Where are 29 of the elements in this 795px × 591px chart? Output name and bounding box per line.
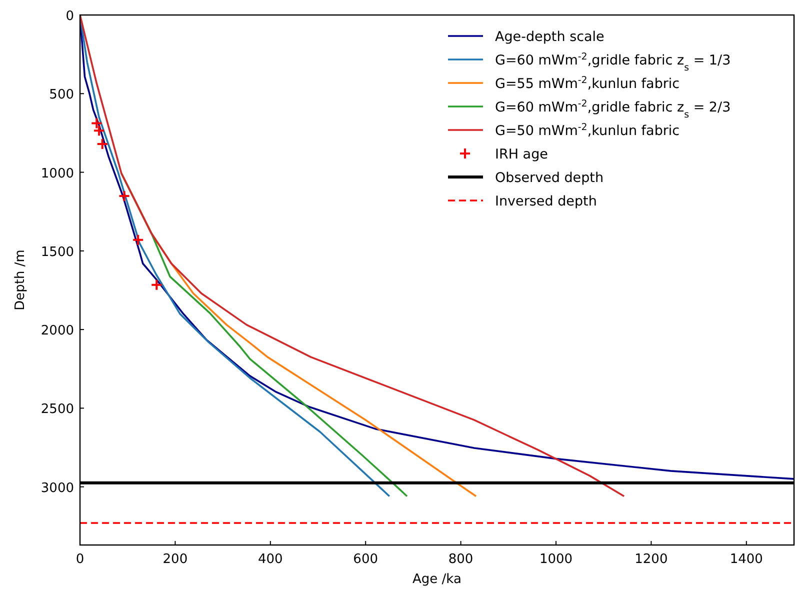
legend-label: G=60 mWm$^{-2}$,gridle fabric z$_{s}$ = 1/3 [495, 51, 731, 73]
y-tick-label: 500 [49, 88, 74, 103]
y-tick-label: 1500 [40, 244, 74, 260]
x-tick-label: 800 [448, 552, 474, 567]
legend-label: Inversed depth [495, 194, 597, 210]
x-tick-label: 200 [162, 552, 188, 567]
y-tick-label: 0 [66, 9, 74, 24]
x-tick-label: 400 [258, 552, 283, 567]
y-axis-title: Depth /m [13, 250, 28, 310]
point [150, 278, 163, 291]
x-tick-label: 1400 [730, 552, 763, 567]
y-tick-label: 1000 [40, 166, 74, 182]
legend-label: Observed depth [495, 170, 604, 186]
point [132, 234, 144, 246]
legend-label: G=50 mWm$^{-2}$,kunlun fabric [495, 122, 680, 139]
x-axis-title: Age /ka [412, 572, 462, 587]
x-tick-label: 1000 [539, 552, 573, 567]
legend-label: G=60 mWm$^{-2}$,gridle fabric z$_{s}$ = 2/3 [495, 98, 731, 120]
legend-label: G=55 mWm$^{-2}$,kunlun fabric [495, 74, 680, 92]
x-tick-label: 600 [353, 552, 378, 567]
x-tick-label: 1200 [634, 552, 668, 567]
legend-label: Age-depth scale [495, 29, 604, 45]
y-tick-label: 3000 [40, 480, 74, 496]
point [118, 190, 130, 202]
point [96, 138, 108, 150]
legend-label: IRH age [495, 146, 548, 162]
y-tick-label: 2000 [40, 324, 74, 339]
y-tick-label: 2500 [40, 402, 74, 418]
x-tick-label: 0 [76, 552, 84, 567]
